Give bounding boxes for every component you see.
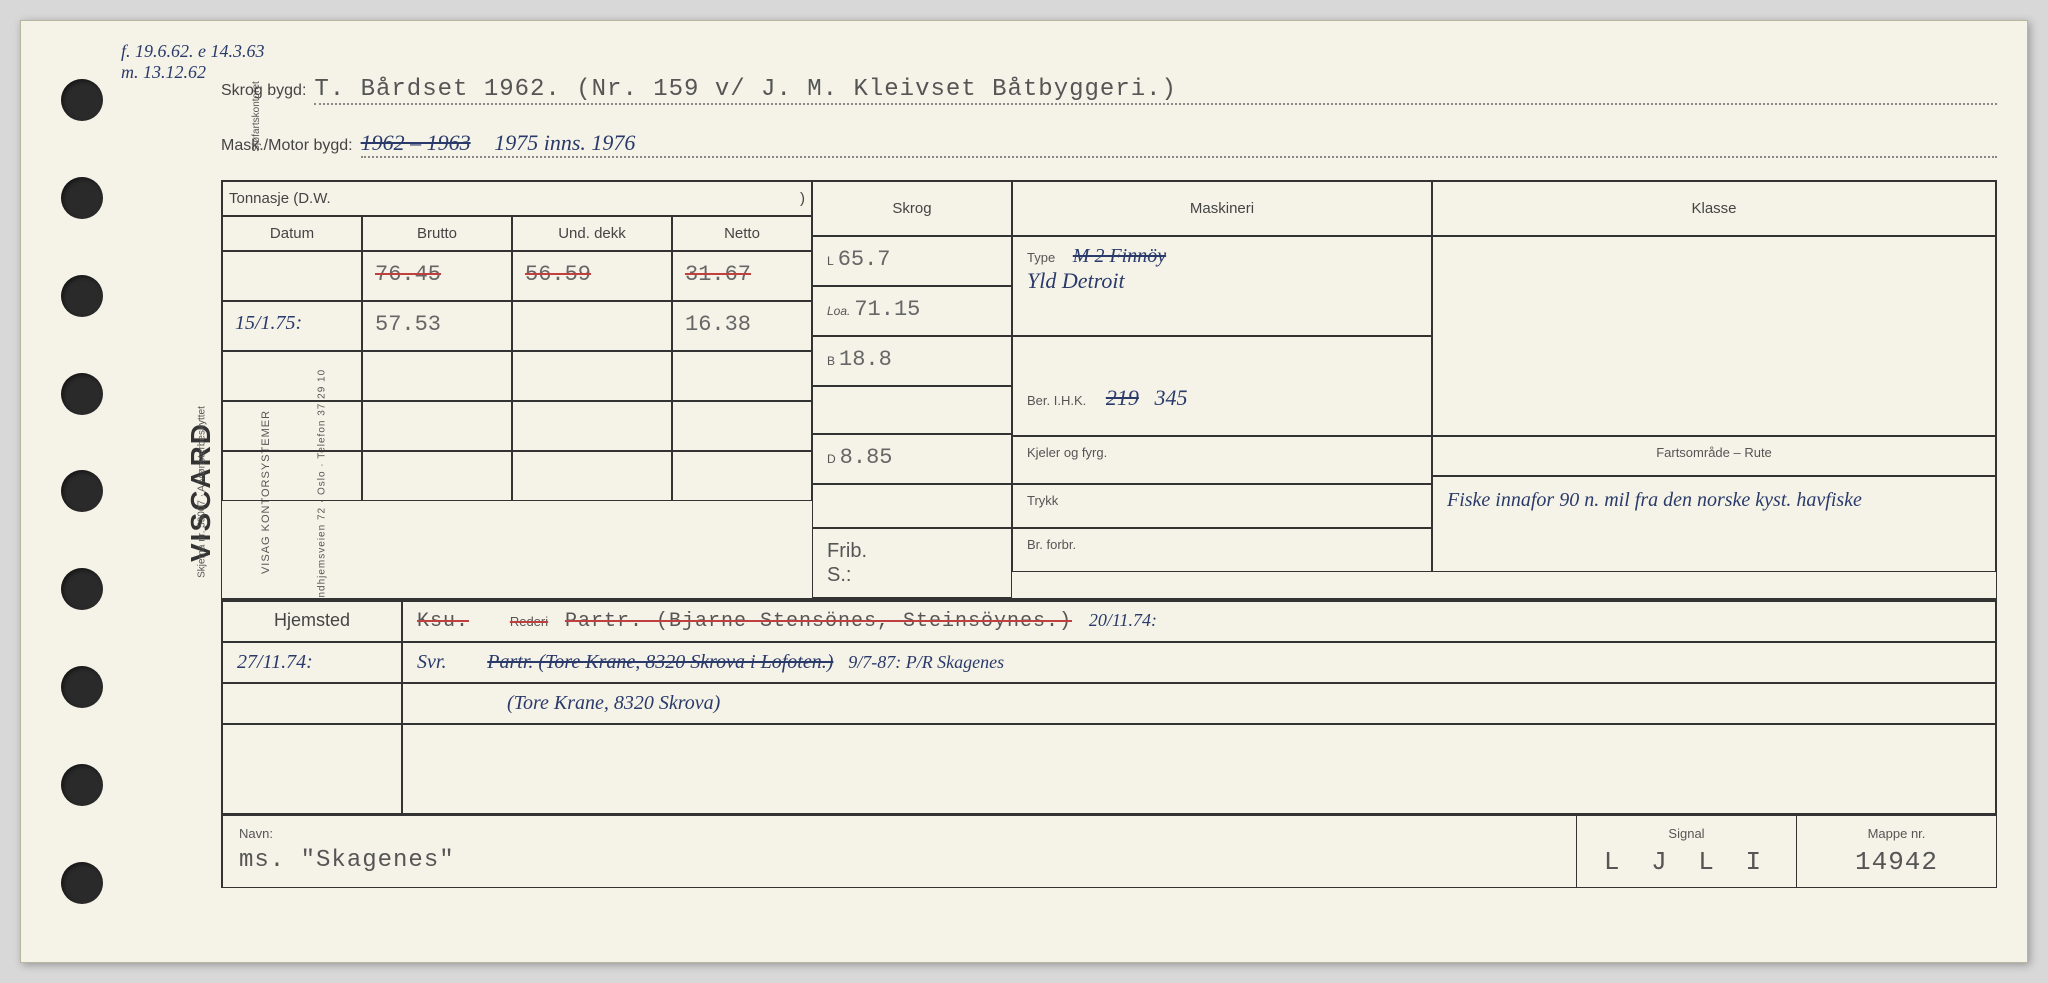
motor-value-2: 1975 inns. 1976 bbox=[494, 130, 635, 155]
tonnage-row-3 bbox=[222, 401, 812, 451]
mappe-cell: Mappe nr. 14942 bbox=[1796, 816, 1996, 887]
skrog-frib: Frib. S.: bbox=[812, 528, 1012, 598]
navn-value: ms. "Skagenes" bbox=[239, 847, 1560, 874]
signal-value: L J L I bbox=[1593, 847, 1780, 877]
signal-cell: Signal L J L I bbox=[1576, 816, 1796, 887]
index-card: VISCARD VISAG KONTORSYSTEMER Trondhjemsv… bbox=[20, 20, 2028, 963]
datum-header: Datum bbox=[222, 216, 362, 251]
skrog-L: L65.7 bbox=[812, 236, 1012, 286]
farts-text: Fiske innafor 90 n. mil fra den norske k… bbox=[1432, 476, 1996, 572]
und-dekk-4 bbox=[512, 451, 672, 501]
und-dekk-header: Und. dekk bbox=[512, 216, 672, 251]
mask-kjeler: Kjeler og fyrg. bbox=[1012, 436, 1432, 484]
side-skjema: Skjema nr. 53007 · A Mønsterbeskyttet bbox=[196, 406, 207, 578]
brutto-0: 76.45 bbox=[362, 251, 512, 301]
klasse-header: Klasse bbox=[1432, 181, 1996, 236]
navn-label: Navn: bbox=[239, 826, 1560, 841]
datum-0 bbox=[222, 251, 362, 301]
hole bbox=[61, 373, 103, 415]
motor-value-struck: 1962 – 1963 bbox=[361, 130, 471, 155]
punch-holes bbox=[61, 21, 111, 962]
klasse-empty bbox=[1432, 236, 1996, 436]
skrog-header: Skrog bbox=[812, 181, 1012, 236]
netto-1: 16.38 bbox=[672, 301, 812, 351]
brutto-2 bbox=[362, 351, 512, 401]
brutto-1: 57.53 bbox=[362, 301, 512, 351]
top-notes: f. 19.6.62. e 14.3.63 m. 13.12.62 bbox=[121, 41, 265, 83]
brutto-header: Brutto bbox=[362, 216, 512, 251]
maskineri-header: Maskineri bbox=[1012, 181, 1432, 236]
signal-label: Signal bbox=[1593, 826, 1780, 841]
rederi-row-3: (Tore Krane, 8320 Skrova) bbox=[402, 683, 1996, 724]
note-line-1: f. 19.6.62. e 14.3.63 bbox=[121, 41, 265, 62]
skrog-D: D8.85 bbox=[812, 434, 1012, 484]
main-grid: Tonnasje (D.W. ) Datum Brutto Und. dekk … bbox=[221, 180, 1997, 599]
tonnasje-close: ) bbox=[800, 190, 805, 207]
tonnage-row-4 bbox=[222, 451, 812, 501]
rederi-row-2: Svr. Partr. (Tore Krane, 8320 Skrova i L… bbox=[402, 642, 1996, 683]
hjemsted-label: Hjemsted bbox=[222, 601, 402, 642]
motor-bygd-label: Mask./Motor bygd: bbox=[221, 137, 353, 155]
datum-4 bbox=[222, 451, 362, 501]
mappe-label: Mappe nr. bbox=[1813, 826, 1980, 841]
netto-4 bbox=[672, 451, 812, 501]
tonnage-headers: Datum Brutto Und. dekk Netto bbox=[222, 216, 812, 251]
datum-1: 15/1.75: bbox=[222, 301, 362, 351]
hole bbox=[61, 275, 103, 317]
skrog-blank bbox=[812, 386, 1012, 434]
mappe-value: 14942 bbox=[1813, 847, 1980, 877]
hole bbox=[61, 764, 103, 806]
tonnage-row-0: 76.45 56.59 31.67 bbox=[222, 251, 812, 301]
hjemsted-blank-4 bbox=[222, 724, 402, 814]
hole bbox=[61, 470, 103, 512]
netto-2 bbox=[672, 351, 812, 401]
tonnasje-section: Tonnasje (D.W. ) Datum Brutto Und. dekk … bbox=[222, 181, 812, 598]
rederi-blank-4 bbox=[402, 724, 1996, 814]
datum-3 bbox=[222, 401, 362, 451]
rederi-row-1: Ksu. Rederi Partr. (Bjarne Stensönes, St… bbox=[402, 601, 1996, 642]
hjemsted-date-2: 27/11.74: bbox=[222, 642, 402, 683]
brutto-4 bbox=[362, 451, 512, 501]
note-line-2: m. 13.12.62 bbox=[121, 62, 265, 83]
navn-cell: Navn: ms. "Skagenes" bbox=[222, 816, 1576, 887]
skrog-B: B18.8 bbox=[812, 336, 1012, 386]
tonnage-row-1: 15/1.75: 57.53 16.38 bbox=[222, 301, 812, 351]
hjemsted-blank-3 bbox=[222, 683, 402, 724]
und-dekk-0: 56.59 bbox=[512, 251, 672, 301]
hole bbox=[61, 177, 103, 219]
mask-trykk: Trykk bbox=[1012, 484, 1432, 528]
motor-bygd-row: Mask./Motor bygd: 1962 – 1963 1975 inns.… bbox=[221, 130, 1997, 158]
hole bbox=[61, 862, 103, 904]
maskineri-section: Maskineri Type M 2 Finnöy Yld Detroit Be… bbox=[1012, 181, 1432, 598]
mask-ihk: Ber. I.H.K. 219 345 bbox=[1012, 336, 1432, 436]
mask-type: Type M 2 Finnöy Yld Detroit bbox=[1012, 236, 1432, 336]
hjemsted-section: Hjemsted Ksu. Rederi Partr. (Bjarne Sten… bbox=[221, 599, 1997, 814]
tonnage-row-2 bbox=[222, 351, 812, 401]
netto-0: 31.67 bbox=[672, 251, 812, 301]
hole bbox=[61, 568, 103, 610]
skrog-bygd-label: Skrog bygd: bbox=[221, 82, 306, 100]
hole bbox=[61, 666, 103, 708]
skrog-blank2 bbox=[812, 484, 1012, 528]
skrog-bygd-row: Skrog bygd: T. Bårdset 1962. (Nr. 159 v/… bbox=[221, 76, 1997, 105]
skrog-Loa: Loa.71.15 bbox=[812, 286, 1012, 336]
und-dekk-2 bbox=[512, 351, 672, 401]
mask-br: Br. forbr. bbox=[1012, 528, 1432, 572]
farts-label: Fartsområde – Rute bbox=[1432, 436, 1996, 476]
netto-header: Netto bbox=[672, 216, 812, 251]
netto-3 bbox=[672, 401, 812, 451]
klasse-section: Klasse Fartsområde – Rute Fiske innafor … bbox=[1432, 181, 1996, 598]
brutto-3 bbox=[362, 401, 512, 451]
content-area: f. 19.6.62. e 14.3.63 m. 13.12.62 Skrog … bbox=[221, 41, 1997, 942]
hole bbox=[61, 79, 103, 121]
und-dekk-3 bbox=[512, 401, 672, 451]
datum-2 bbox=[222, 351, 362, 401]
skrog-section: Skrog L65.7 Loa.71.15 B18.8 D8.85 Frib. … bbox=[812, 181, 1012, 598]
und-dekk-1 bbox=[512, 301, 672, 351]
tonnasje-label: Tonnasje (D.W. bbox=[229, 190, 331, 207]
skrog-bygd-value: T. Bårdset 1962. (Nr. 159 v/ J. M. Kleiv… bbox=[314, 76, 1997, 105]
bottom-row: Navn: ms. "Skagenes" Signal L J L I Mapp… bbox=[221, 814, 1997, 888]
